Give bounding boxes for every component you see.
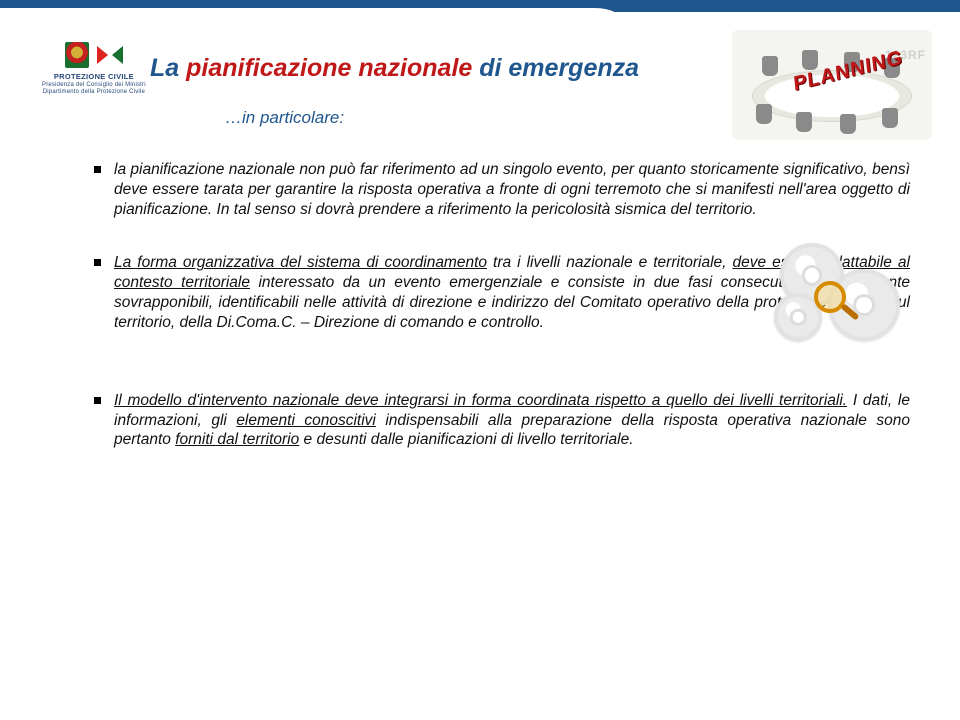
content-area: la pianificazione nazionale non può far …: [90, 160, 910, 484]
italy-emblem-icon: [65, 42, 89, 68]
subtitle: …in particolare:: [225, 108, 344, 128]
magnifier-icon: [814, 281, 858, 325]
bullet-3: Il modello d'intervento nazionale deve i…: [90, 391, 910, 450]
org-logo: PROTEZIONE CIVILE Presidenza del Consigl…: [42, 42, 146, 95]
gears-magnifier-image: [770, 235, 920, 345]
title-part2: di emergenza: [472, 54, 639, 82]
title-part-red: pianificazione nazionale: [186, 54, 472, 82]
logo-line1: PROTEZIONE CIVILE: [54, 72, 134, 81]
bullet-1: la pianificazione nazionale non può far …: [90, 160, 910, 219]
logo-line2: Presidenza del Consiglio dei Ministri: [42, 82, 146, 88]
logo-line3: Dipartimento della Protezione Civile: [43, 89, 145, 95]
title-part1: La: [150, 54, 186, 82]
bullet-1-text: la pianificazione nazionale non può far …: [114, 161, 910, 218]
bullet-3-text: Il modello d'intervento nazionale deve i…: [114, 392, 910, 449]
hero-planning-image: 123RF PLANNING: [732, 30, 932, 140]
page-title: La pianificazione nazionale di emergenza: [150, 54, 639, 83]
protezione-civile-icon: [97, 42, 123, 68]
